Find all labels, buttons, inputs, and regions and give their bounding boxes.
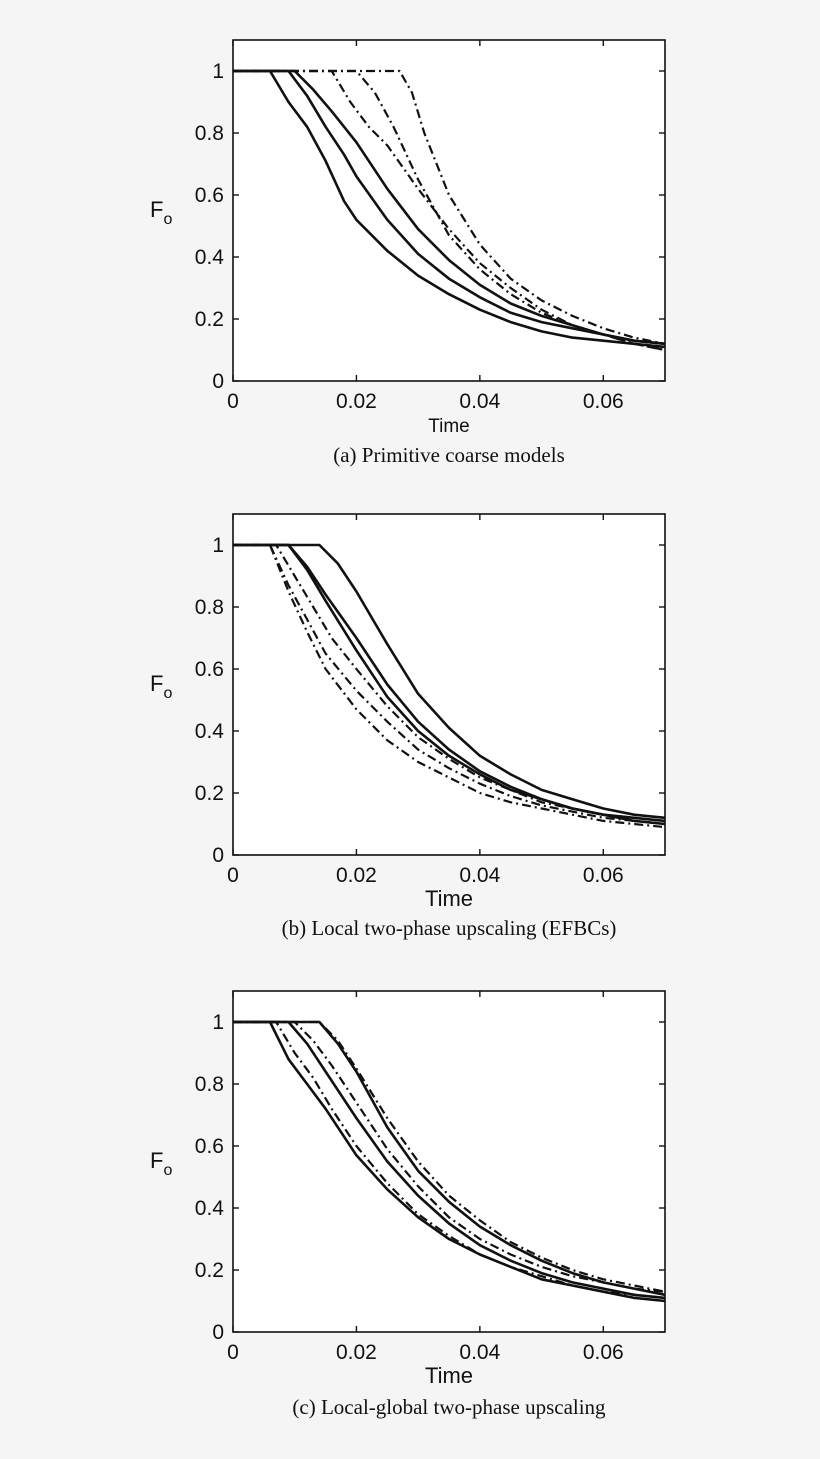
x-tick-label: 0.02 [336, 1341, 377, 1364]
series-line-6 [233, 69, 666, 345]
y-tick-label: 0.6 [195, 184, 224, 207]
y-tick-label: 0 [212, 844, 224, 867]
x-tick-label: 0.04 [459, 390, 500, 413]
x-tick-label: 0 [227, 390, 239, 413]
series-line-6 [233, 1020, 666, 1293]
series-line-5 [233, 69, 666, 352]
series-line-5 [233, 543, 666, 826]
y-tick-label: 1 [212, 60, 224, 83]
x-tick-label: 0.04 [459, 864, 500, 887]
x-tick-label: 0.02 [336, 864, 377, 887]
x-ticks: 0 0.02 0.04 0.06 [227, 514, 624, 887]
caption: (a) Primitive coarse models [333, 443, 565, 467]
series-line-4 [233, 1020, 666, 1299]
series-line-5 [233, 1020, 666, 1293]
y-axis-label: Fo [150, 1148, 172, 1179]
y-ticks: 0 0.2 0.4 0.6 0.8 1 [195, 1011, 665, 1344]
x-tick-label: 0.06 [583, 1341, 624, 1364]
y-ticks: 0 0.2 0.4 0.6 0.8 1 [195, 60, 665, 393]
x-axis-label: Time [425, 1363, 473, 1388]
panel-a: 0 0.2 0.4 0.6 0.8 1 0 0.02 0.04 0.06 Fo Time (a)… [150, 39, 666, 467]
y-tick-label: 0.6 [195, 658, 224, 681]
y-tick-label: 0.6 [195, 1135, 224, 1158]
y-tick-label: 0.8 [195, 122, 224, 145]
series-line-1 [233, 543, 666, 820]
curve-group [233, 69, 666, 352]
y-tick-label: 0.2 [195, 1259, 224, 1282]
x-tick-label: 0.04 [459, 1341, 500, 1364]
curve-group [233, 543, 666, 829]
series-line-4 [233, 543, 666, 826]
y-tick-label: 0.8 [195, 596, 224, 619]
y-tick-label: 0.4 [195, 720, 225, 743]
y-tick-label: 0 [212, 1321, 224, 1344]
series-line-1 [233, 69, 666, 349]
series-line-2 [233, 1020, 666, 1300]
y-tick-label: 1 [212, 1011, 224, 1034]
y-tick-label: 1 [212, 534, 224, 557]
x-axis-label: Time [425, 886, 473, 911]
y-tick-label: 0 [212, 370, 224, 393]
plot-frame [232, 513, 666, 856]
x-axis-label: Time [428, 416, 470, 437]
x-ticks: 0 0.02 0.04 0.06 [227, 991, 624, 1364]
y-ticks: 0 0.2 0.4 0.6 0.8 1 [195, 534, 665, 867]
y-tick-label: 0.2 [195, 308, 224, 331]
x-tick-label: 0 [227, 1341, 239, 1364]
caption: (b) Local two-phase upscaling (EFBCs) [282, 916, 617, 940]
series-line-2 [233, 69, 666, 346]
y-tick-label: 0.2 [195, 782, 224, 805]
y-tick-label: 0.4 [195, 246, 225, 269]
x-tick-label: 0 [227, 864, 239, 887]
x-tick-label: 0.02 [336, 390, 377, 413]
panel-c: 0 0.2 0.4 0.6 0.8 1 0 0.02 0.04 0.06 Fo Time (c)… [150, 990, 666, 1419]
y-tick-label: 0.8 [195, 1073, 224, 1096]
curve-group [233, 1020, 666, 1303]
x-tick-label: 0.06 [583, 864, 624, 887]
x-ticks: 0 0.02 0.04 0.06 [227, 40, 624, 413]
series-line-6 [233, 543, 666, 829]
y-tick-label: 0.4 [195, 1197, 225, 1220]
caption: (c) Local-global two-phase upscaling [292, 1395, 606, 1419]
panel-b: 0 0.2 0.4 0.6 0.8 1 0 0.02 0.04 0.06 Fo Time (b)… [150, 513, 666, 940]
x-tick-label: 0.06 [583, 390, 624, 413]
plot-frame [232, 39, 666, 382]
y-axis-label: Fo [150, 671, 172, 702]
y-axis-label: Fo [150, 197, 172, 228]
